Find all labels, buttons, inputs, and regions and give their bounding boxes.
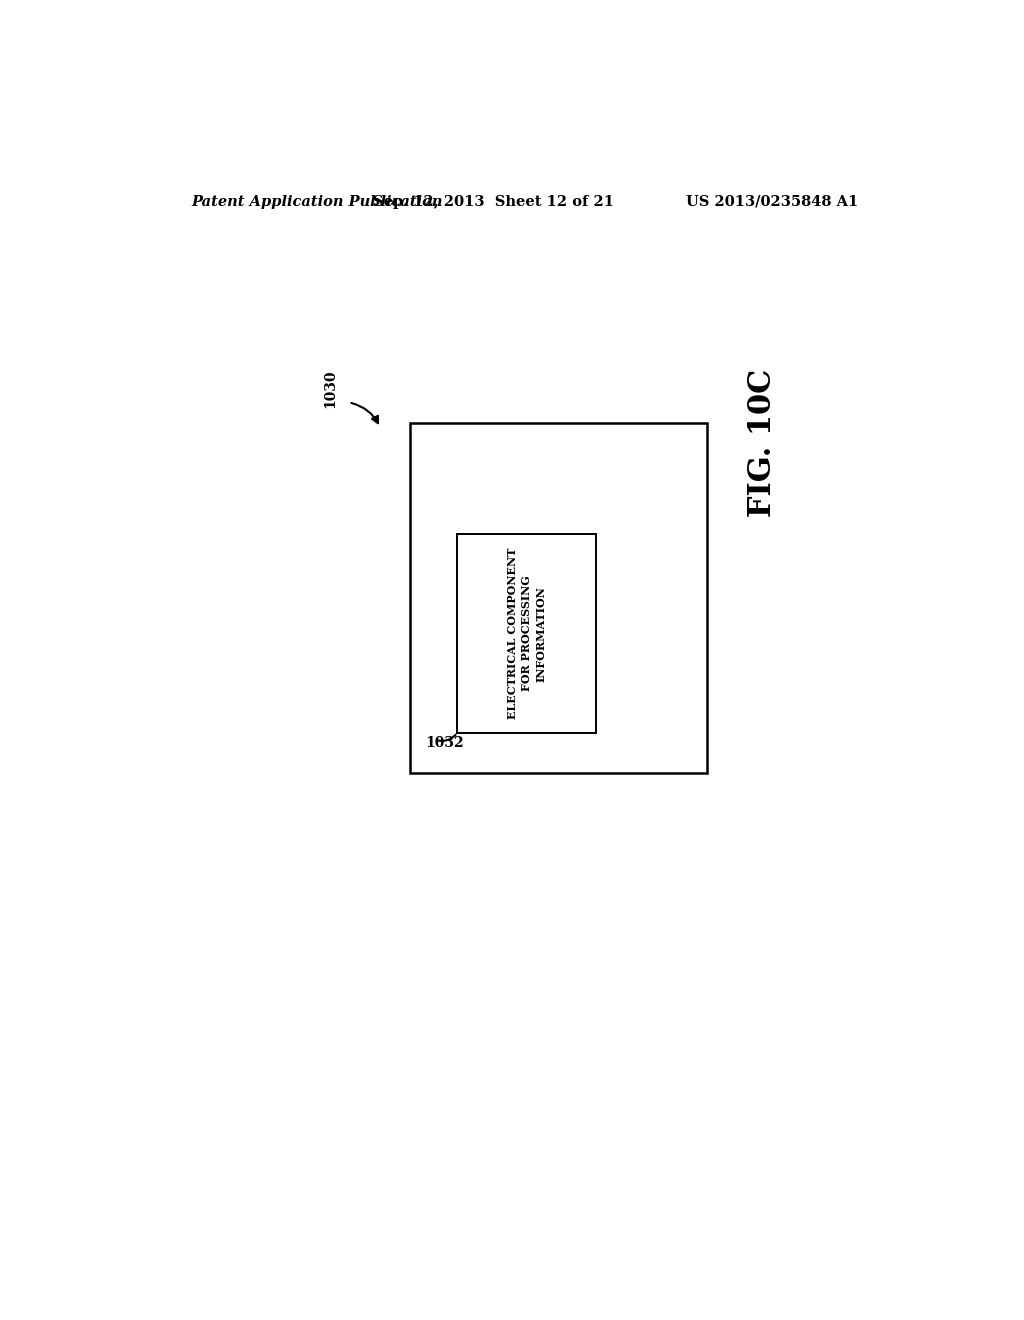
Text: 1030: 1030 [324, 370, 337, 408]
Text: 1032: 1032 [426, 737, 464, 750]
Bar [458, 535, 596, 733]
Bar [410, 422, 708, 774]
Text: FIG. 10C: FIG. 10C [748, 368, 778, 517]
Text: Sep. 12, 2013  Sheet 12 of 21: Sep. 12, 2013 Sheet 12 of 21 [373, 195, 613, 209]
Text: US 2013/0235848 A1: US 2013/0235848 A1 [686, 195, 858, 209]
Text: ELECTRICAL COMPONENT
FOR PROCESSING
INFORMATION: ELECTRICAL COMPONENT FOR PROCESSING INFO… [507, 548, 547, 719]
Text: Patent Application Publication: Patent Application Publication [191, 195, 443, 209]
